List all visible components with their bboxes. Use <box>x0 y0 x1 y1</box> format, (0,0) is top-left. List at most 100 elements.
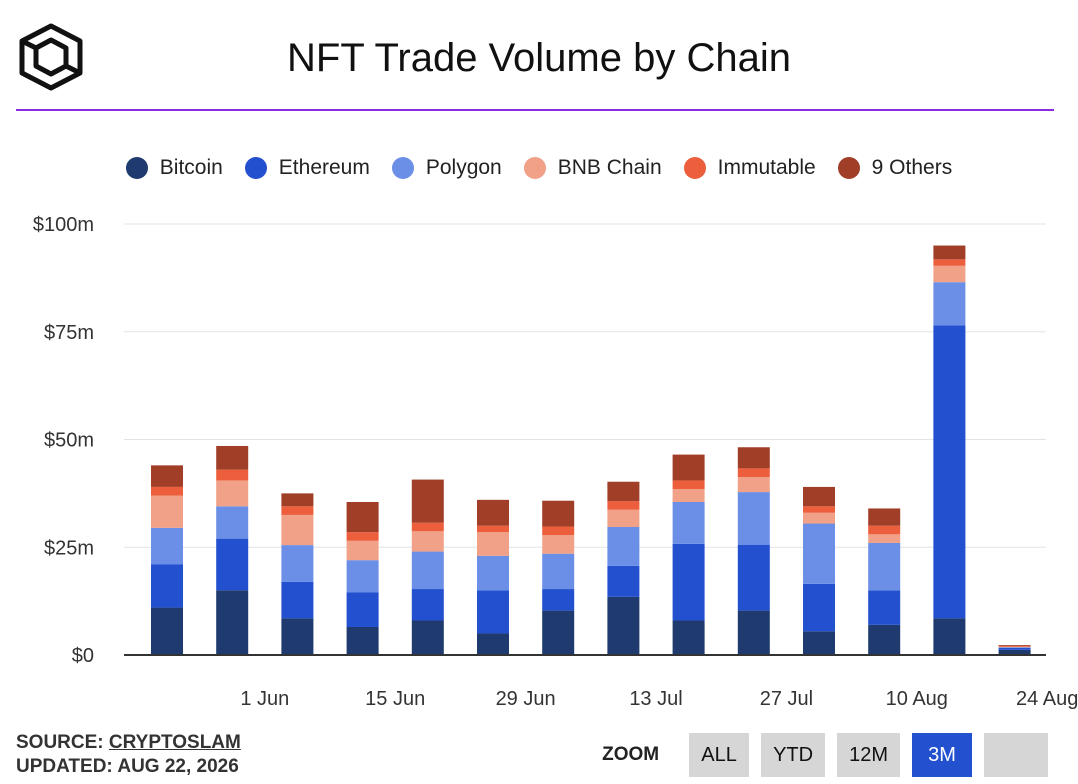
bar-segment-immutable[interactable] <box>477 525 509 533</box>
legend-item-9-others[interactable]: 9 Others <box>837 156 952 180</box>
bar-segment-ethereum[interactable] <box>737 544 770 611</box>
bar-segment-polygon[interactable] <box>281 545 314 582</box>
bar-segment-9-others[interactable] <box>933 245 966 260</box>
bar-segment-9-others[interactable] <box>607 481 640 502</box>
bar-segment-immutable[interactable] <box>151 486 183 496</box>
bar-segment-immutable[interactable] <box>542 526 575 536</box>
bar-segment-immutable[interactable] <box>803 506 835 513</box>
bar-segment-9-others[interactable] <box>868 508 901 526</box>
source-label: SOURCE: <box>16 732 104 753</box>
bar-segment-9-others[interactable] <box>216 445 249 470</box>
bar-segment-bitcoin[interactable] <box>281 618 314 655</box>
bar-segment-bnb-chain[interactable] <box>868 534 901 543</box>
bar-segment-ethereum[interactable] <box>477 590 509 634</box>
bar-segment-ethereum[interactable] <box>542 589 575 611</box>
bar-segment-immutable[interactable] <box>868 525 901 535</box>
bar-segment-bitcoin[interactable] <box>868 624 901 655</box>
bar-segment-9-others[interactable] <box>411 479 444 523</box>
bar-segment-bitcoin[interactable] <box>151 607 183 655</box>
bar-segment-bnb-chain[interactable] <box>216 480 249 507</box>
bar-segment-9-others[interactable] <box>803 486 835 507</box>
bar-segment-bitcoin[interactable] <box>542 610 575 655</box>
bar-segment-bitcoin[interactable] <box>803 631 835 655</box>
bar-segment-ethereum[interactable] <box>868 590 901 625</box>
zoom-3m-button[interactable]: 3M <box>912 733 972 777</box>
bar-segment-bitcoin[interactable] <box>411 620 444 655</box>
bar-segment-bnb-chain[interactable] <box>607 509 640 527</box>
bar-segment-ethereum[interactable] <box>411 589 444 621</box>
bar-segment-9-others[interactable] <box>672 454 705 481</box>
zoom-controls: ZOOM ALL YTD 12M 3M <box>602 733 1048 777</box>
legend-item-ethereum[interactable]: Ethereum <box>244 156 370 180</box>
legend-item-polygon[interactable]: Polygon <box>391 156 502 180</box>
bar-segment-polygon[interactable] <box>151 527 183 565</box>
bar-segment-polygon[interactable] <box>346 560 379 593</box>
bar-segment-bnb-chain[interactable] <box>477 532 509 556</box>
bar-segment-bitcoin[interactable] <box>607 596 640 655</box>
legend-item-bnb-chain[interactable]: BNB Chain <box>523 156 662 180</box>
chart-title: NFT Trade Volume by Chain <box>287 36 791 80</box>
legend-swatch <box>683 157 706 179</box>
bar-segment-polygon[interactable] <box>216 506 249 539</box>
legend-swatch <box>837 157 860 179</box>
bar-segment-immutable[interactable] <box>281 506 314 515</box>
bar-segment-immutable[interactable] <box>216 469 249 481</box>
legend-item-immutable[interactable]: Immutable <box>683 156 816 180</box>
zoom-ytd-button[interactable]: YTD <box>761 733 826 777</box>
source-link[interactable]: CRYPTOSLAM <box>108 732 241 753</box>
bar-segment-ethereum[interactable] <box>346 592 379 627</box>
bar-segment-bitcoin[interactable] <box>346 626 379 655</box>
bar-segment-bnb-chain[interactable] <box>933 265 966 283</box>
bar-segment-polygon[interactable] <box>672 501 705 544</box>
bar-segment-9-others[interactable] <box>151 465 183 487</box>
bar-segment-immutable[interactable] <box>346 532 379 541</box>
bar-segment-bnb-chain[interactable] <box>346 540 379 561</box>
bar-segment-immutable[interactable] <box>672 480 705 490</box>
bar-segment-9-others[interactable] <box>737 447 770 469</box>
bar-segment-polygon[interactable] <box>411 551 444 590</box>
bar-segment-bitcoin[interactable] <box>998 649 1031 655</box>
bar-segment-polygon[interactable] <box>933 282 966 326</box>
bar-segment-ethereum[interactable] <box>216 538 249 591</box>
bar-segment-bnb-chain[interactable] <box>542 535 575 554</box>
bar-segment-polygon[interactable] <box>803 523 835 584</box>
bar-segment-bitcoin[interactable] <box>672 620 705 655</box>
legend-label: Polygon <box>425 156 502 179</box>
bar-segment-polygon[interactable] <box>868 542 901 591</box>
bar-segment-polygon[interactable] <box>737 492 770 545</box>
bar-segment-bnb-chain[interactable] <box>281 514 314 546</box>
bar-segment-immutable[interactable] <box>998 645 1031 647</box>
bar-segment-bitcoin[interactable] <box>216 590 249 655</box>
bar-segment-immutable[interactable] <box>411 522 444 532</box>
legend-item-bitcoin[interactable]: Bitcoin <box>125 156 223 180</box>
bar-segment-9-others[interactable] <box>281 493 314 507</box>
bar-segment-immutable[interactable] <box>607 501 640 510</box>
zoom-blank-button[interactable] <box>984 733 1048 777</box>
bar-segment-bnb-chain[interactable] <box>672 489 705 502</box>
bar-segment-bitcoin[interactable] <box>477 633 509 655</box>
bar-segment-immutable[interactable] <box>737 468 770 477</box>
bar-segment-bitcoin[interactable] <box>933 618 966 655</box>
bar-segment-9-others[interactable] <box>477 499 509 526</box>
bar-segment-ethereum[interactable] <box>281 581 314 619</box>
bar-segment-polygon[interactable] <box>542 553 575 590</box>
bar-segment-ethereum[interactable] <box>998 647 1031 650</box>
bar-segment-9-others[interactable] <box>346 501 379 533</box>
bar-segment-9-others[interactable] <box>542 500 575 527</box>
zoom-12m-button[interactable]: 12M <box>837 733 900 777</box>
bar-segment-ethereum[interactable] <box>672 543 705 621</box>
bar-segment-bnb-chain[interactable] <box>411 531 444 552</box>
bar-segment-bnb-chain[interactable] <box>737 476 770 493</box>
bar-segment-ethereum[interactable] <box>151 564 183 608</box>
bar-segment-immutable[interactable] <box>933 259 966 266</box>
bar-segment-bnb-chain[interactable] <box>151 495 183 528</box>
bar-segment-bitcoin[interactable] <box>737 610 770 655</box>
zoom-all-button[interactable]: ALL <box>689 733 750 777</box>
bar-segment-ethereum[interactable] <box>803 583 835 632</box>
bar-segment-bnb-chain[interactable] <box>803 512 835 524</box>
bar-segment-9-others[interactable] <box>998 645 1031 646</box>
bar-segment-ethereum[interactable] <box>607 565 640 597</box>
bar-segment-polygon[interactable] <box>477 555 509 591</box>
bar-segment-polygon[interactable] <box>607 526 640 566</box>
bar-segment-ethereum[interactable] <box>933 325 966 619</box>
